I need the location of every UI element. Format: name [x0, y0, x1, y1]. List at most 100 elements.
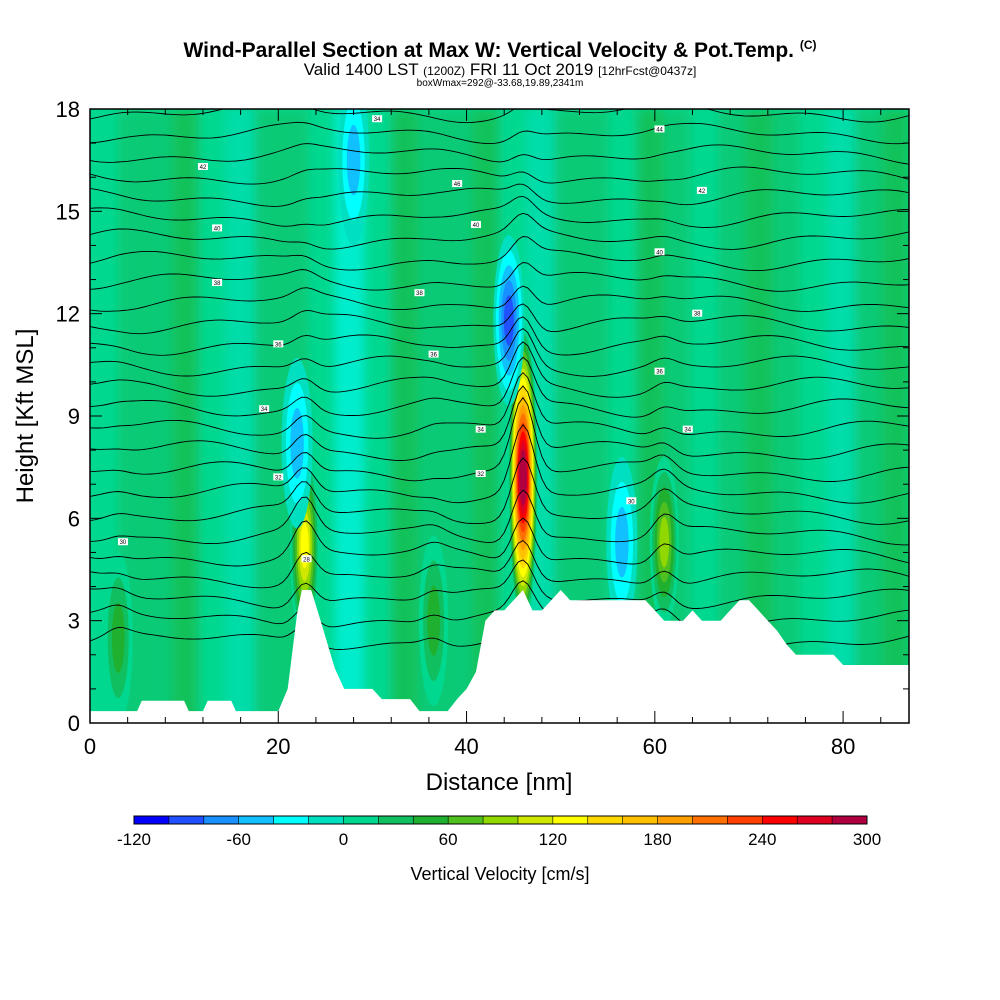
contour-label-bg: [626, 497, 637, 505]
isentrope-line: [90, 356, 909, 418]
contour-label-text: 40: [656, 250, 663, 256]
isentrope-line: [90, 166, 909, 185]
downdraft-core: [503, 295, 514, 346]
contour-label: 28: [301, 555, 312, 563]
contour-label-bg: [475, 469, 486, 477]
contour-label-text: 30: [120, 540, 127, 546]
contour-label-text: 44: [656, 127, 663, 133]
isentrope-line: [90, 580, 909, 631]
contour-label-bg: [654, 248, 665, 256]
isentrope-line: [90, 236, 909, 272]
colorbar-swatch: [797, 816, 833, 824]
colorbar-tick-label: 300: [853, 830, 881, 849]
subtitle-valid: Valid 1400 LST: [303, 60, 419, 79]
contour-label-text: 40: [473, 223, 480, 229]
colorbar-swatch: [238, 816, 275, 824]
contour-label-bg: [682, 425, 693, 433]
y-tick-label: 18: [56, 97, 80, 122]
isentrope-line: [90, 303, 909, 335]
colorbar-swatch: [378, 816, 414, 824]
contour-label-text: 36: [275, 342, 282, 348]
x-tick-label: 20: [266, 734, 290, 759]
contour-label-bg: [259, 405, 270, 413]
colorbar-tick-label: 60: [439, 830, 458, 849]
isentrope-line: [90, 316, 909, 356]
isentrope-line: [90, 121, 909, 145]
contour-label-text: 40: [214, 226, 221, 232]
x-tick-label: 80: [831, 734, 855, 759]
contour-label-text: 34: [684, 428, 691, 434]
contour-label-bg: [117, 538, 128, 546]
y-tick-label: 0: [68, 711, 80, 736]
contour-label-text: 38: [214, 281, 221, 287]
colorbar-swatch: [587, 816, 624, 824]
title-tag: (C): [799, 38, 817, 52]
colorbar-frame: [133, 815, 868, 825]
subtitle-box: boxWmax=292@-33.68,19.89,2341m: [416, 78, 584, 89]
contour-label-bg: [696, 186, 707, 194]
plot-area: 34 44 42 46 42 40 40 40 38 38 38 36 36 36 34 34 34 32 32 30…: [90, 109, 909, 723]
contour-label-bg: [212, 278, 223, 286]
colorbar-swatch: [168, 816, 205, 824]
contour-label-bg: [654, 367, 665, 375]
isentrope-line: [90, 559, 909, 609]
colorbar-tick-label: -120: [117, 830, 151, 849]
isentrope-line: [90, 424, 909, 504]
velocity-stripe: [827, 109, 856, 723]
contour-label: 34: [682, 425, 693, 434]
y-tick-label: 3: [68, 609, 80, 634]
colorbar-swatch: [448, 816, 484, 824]
colorbar-swatch: [273, 816, 310, 824]
velocity-stripe: [772, 109, 801, 723]
contour-label-text: 36: [656, 370, 663, 376]
colorbar-swatch: [622, 816, 659, 824]
contour-label-bg: [197, 162, 208, 170]
colorbar-swatch: [762, 816, 798, 824]
contour-label: 42: [696, 186, 707, 195]
subtitle-z: (1200Z): [423, 64, 466, 78]
contour-label-bg: [212, 224, 223, 232]
colorbar-swatch: [134, 816, 170, 824]
chart-subtitle: Valid 1400 LST (1200Z) FRI 11 Oct 2019 […: [0, 60, 1000, 80]
x-tick-label: 60: [643, 734, 667, 759]
updraft-core: [519, 458, 527, 497]
colorbar-swatch: [727, 816, 763, 824]
contour-label: 30: [626, 497, 637, 505]
colorbar-swatch: [517, 816, 554, 824]
y-tick-label: 15: [56, 199, 80, 224]
updraft-core: [659, 516, 670, 568]
contour-label: 32: [475, 469, 486, 478]
terrain: [90, 590, 909, 723]
isentrope-line: [90, 109, 909, 124]
isentrope-line: [90, 396, 909, 482]
contour-label: 40: [212, 224, 223, 232]
chart-title: Wind-Parallel Section at Max W: Vertical…: [0, 38, 1000, 63]
contour-label: 32: [273, 473, 284, 481]
contour-label: 38: [212, 278, 223, 287]
velocity-stripe: [363, 109, 392, 723]
velocity-stripe: [390, 109, 419, 723]
contour-label: 46: [452, 180, 463, 188]
colorbar-swatch: [203, 816, 240, 824]
contour-label-bg: [475, 425, 486, 433]
contour-label: 36: [428, 350, 439, 359]
downdraft-core: [615, 506, 629, 578]
contour-label: 42: [197, 162, 208, 171]
contour-label: 38: [414, 289, 425, 297]
x-tick-label: 0: [84, 734, 96, 759]
colorbar-tick-label: 120: [539, 830, 567, 849]
contour-label: 36: [273, 340, 284, 348]
contour-label: 44: [654, 125, 665, 133]
isentrope-line: [90, 489, 909, 546]
contour-label: 40: [470, 220, 481, 229]
contour-label-bg: [414, 289, 425, 297]
colorbar-swatch: [308, 816, 344, 824]
isentrope-line: [90, 385, 909, 461]
contour-label: 38: [692, 309, 703, 318]
contour-label-text: 28: [303, 557, 310, 563]
x-axis-label: Distance [nm]: [426, 769, 573, 796]
contour-label: 34: [259, 405, 270, 413]
contour-label: 30: [117, 538, 128, 546]
isentrope-line: [90, 212, 909, 250]
